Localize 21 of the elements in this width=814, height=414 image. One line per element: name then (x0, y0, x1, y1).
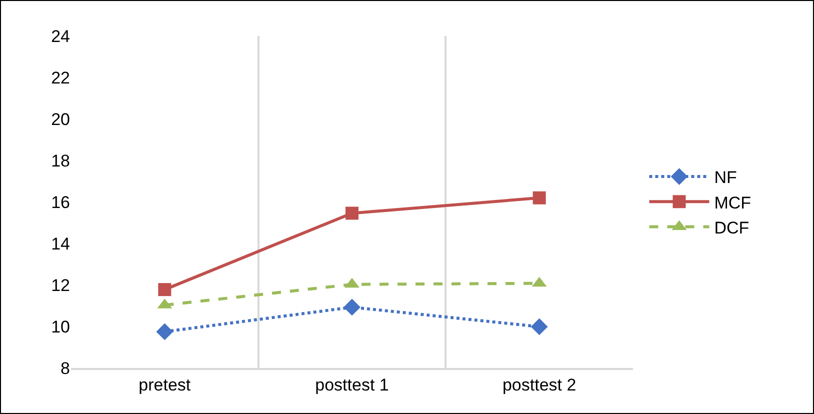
point (156, 323, 174, 340)
x-tick-label: posttest 1 (315, 375, 389, 394)
y-tick-label: 24 (51, 26, 70, 46)
y-tick-label: 8 (60, 358, 70, 378)
point (346, 206, 358, 220)
y-tick-label: 12 (51, 276, 70, 295)
legend-label: MCF (714, 193, 752, 212)
point (530, 318, 548, 336)
y-tick-label: 18 (51, 151, 70, 170)
y-tick-label: 16 (51, 192, 70, 212)
legend-label: NF (714, 168, 737, 188)
point (158, 283, 172, 296)
point (532, 191, 546, 204)
point (344, 298, 360, 316)
x-tick-label: pretest (138, 375, 191, 394)
y-tick-label: 14 (51, 234, 70, 254)
y-tick-label: 10 (51, 317, 70, 336)
y-tick-label: 20 (51, 110, 70, 129)
y-tick-label: 22 (51, 68, 70, 88)
legend-label: DCF (714, 218, 750, 238)
x-tick-label: posttest 2 (502, 375, 576, 394)
